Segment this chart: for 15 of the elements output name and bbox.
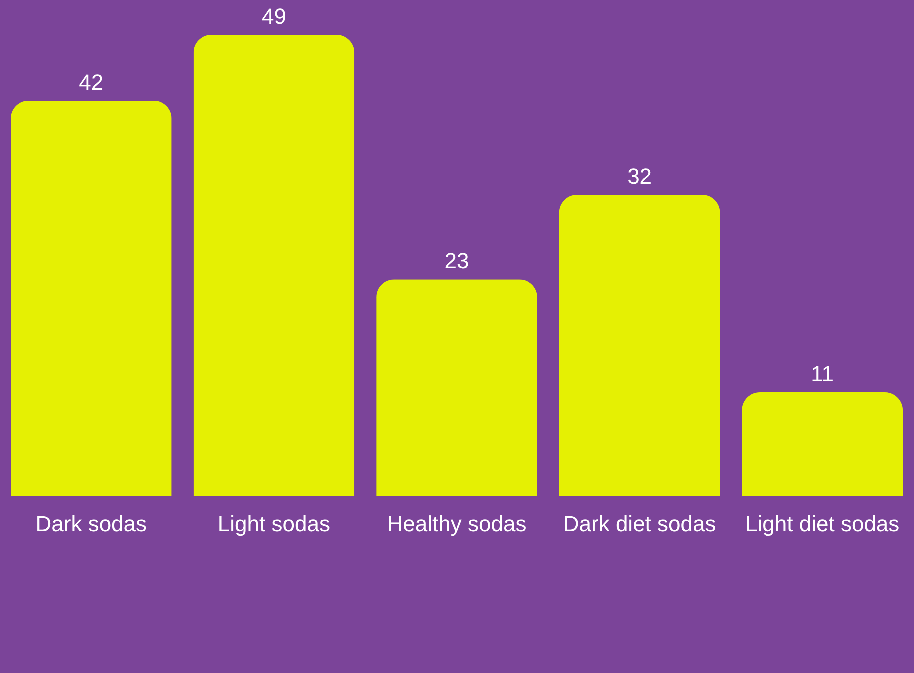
- x-tick-label: Light diet sodas: [746, 512, 900, 536]
- bar: [376, 280, 538, 496]
- bar: [559, 194, 720, 496]
- x-tick-label: Dark diet sodas: [563, 512, 716, 536]
- data-label: 11: [811, 362, 834, 387]
- data-label: 32: [628, 164, 652, 189]
- data-label: 23: [444, 248, 470, 274]
- bar: [194, 35, 355, 496]
- x-tick-label: Dark sodas: [36, 512, 148, 536]
- data-label: 49: [262, 4, 286, 29]
- bar: [10, 100, 172, 496]
- x-tick-label: Light sodas: [218, 512, 330, 536]
- bar: [742, 392, 904, 496]
- x-tick-label: Healthy sodas: [387, 512, 527, 536]
- data-label: 42: [79, 70, 104, 95]
